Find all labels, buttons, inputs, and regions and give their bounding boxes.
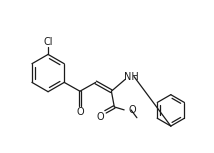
Text: NH: NH <box>124 71 138 82</box>
Text: O: O <box>76 107 84 117</box>
Text: O: O <box>97 112 104 122</box>
Text: Cl: Cl <box>43 37 53 47</box>
Text: O: O <box>128 105 136 115</box>
